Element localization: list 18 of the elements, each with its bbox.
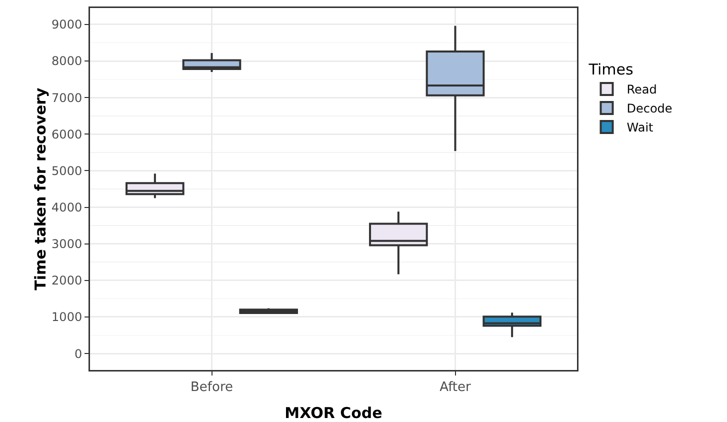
y-tick-label: 3000: [52, 237, 82, 252]
y-tick-label: 8000: [52, 54, 82, 68]
legend-label: Wait: [626, 120, 654, 135]
y-tick-label: 4000: [52, 200, 82, 214]
y-tick-label: 7000: [52, 90, 82, 105]
x-tick-label: Before: [190, 380, 234, 396]
legend-title: Times: [588, 60, 634, 78]
y-axis-title: Time taken for recovery: [32, 87, 50, 290]
y-tick-label: 6000: [52, 127, 82, 142]
y-tick-label: 9000: [52, 18, 82, 32]
y-tick-label: 0: [74, 346, 82, 361]
x-axis-title: MXOR Code: [284, 404, 382, 422]
legend-label: Read: [626, 82, 657, 97]
y-tick-label: 2000: [52, 274, 82, 288]
y-tick-label: 1000: [52, 310, 82, 324]
legend-label: Decode: [626, 102, 672, 116]
x-tick-label: After: [440, 380, 472, 396]
y-tick-label: 5000: [52, 164, 82, 178]
